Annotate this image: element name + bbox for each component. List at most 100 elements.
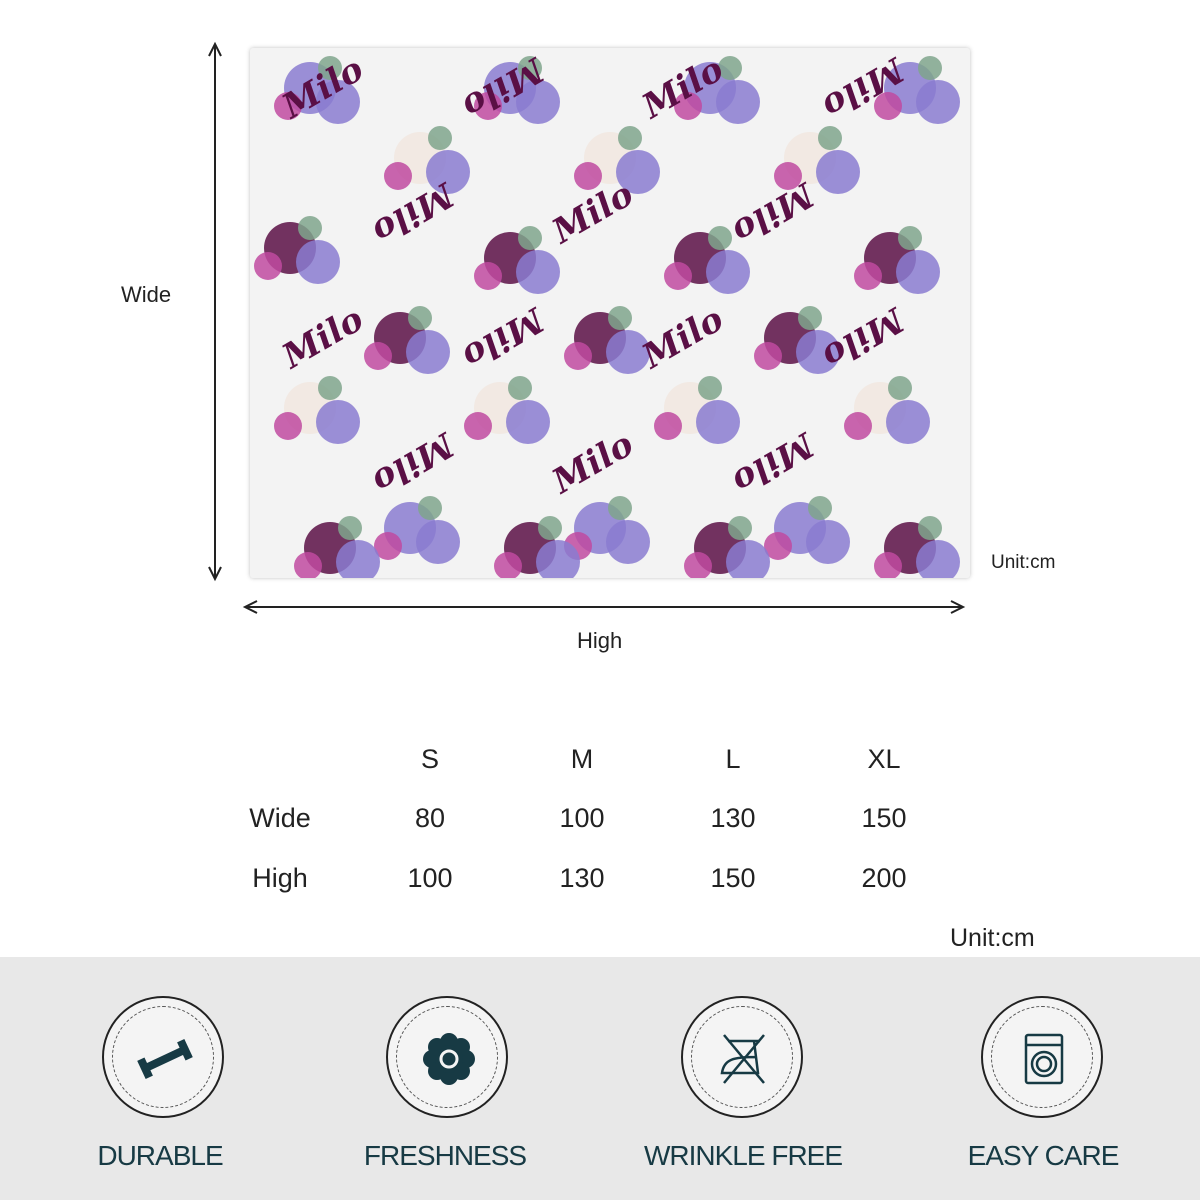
cell: 100	[407, 863, 453, 893]
flower-motif	[608, 496, 632, 520]
flower-motif	[474, 262, 502, 290]
flower-motif	[874, 552, 902, 578]
flower-motif	[616, 150, 660, 194]
feature-durable: DURABLE	[97, 1140, 223, 1171]
milo-text: Milo	[545, 424, 641, 502]
flower-motif	[406, 330, 450, 374]
flower-motif	[798, 306, 822, 330]
washing-machine-icon	[981, 996, 1103, 1118]
flower-motif	[728, 516, 752, 540]
flower-motif	[698, 376, 722, 400]
flower-motif	[364, 342, 392, 370]
flower-motif	[274, 92, 302, 120]
flower-motif	[318, 376, 342, 400]
flower-motif	[674, 92, 702, 120]
flower-motif	[706, 250, 750, 294]
header-l: L	[725, 744, 741, 774]
flower-motif	[918, 56, 942, 80]
flower-motif	[428, 126, 452, 150]
header-xl: XL	[867, 744, 901, 774]
milo-text: Milo	[365, 174, 461, 252]
flower-motif	[518, 226, 542, 250]
flower-motif	[754, 342, 782, 370]
flower-motif	[818, 126, 842, 150]
flower-motif	[708, 226, 732, 250]
flower-motif	[664, 262, 692, 290]
flower-motif	[896, 250, 940, 294]
flower-motif	[384, 162, 412, 190]
vertical-arrow	[208, 41, 222, 582]
flower-motif	[854, 262, 882, 290]
cell: 150	[710, 863, 756, 893]
cell: 130	[559, 863, 605, 893]
flower-motif	[726, 540, 770, 578]
flower-motif	[518, 56, 542, 80]
dumbbell-icon	[102, 996, 224, 1118]
flower-motif	[338, 516, 362, 540]
flower-motif	[888, 376, 912, 400]
row-label: Wide	[249, 803, 311, 833]
table-unit: Unit:cm	[950, 924, 1035, 952]
flower-motif	[418, 496, 442, 520]
flower-motif	[916, 540, 960, 578]
flower-motif	[274, 412, 302, 440]
flower-motif	[336, 540, 380, 578]
milo-text: Milo	[725, 174, 821, 252]
flower-motif	[506, 400, 550, 444]
blanket-image: Milo Milo Milo Milo Milo Milo Milo Milo Milo Milo…	[250, 48, 970, 578]
flower-motif	[916, 80, 960, 124]
flower-motif	[408, 306, 432, 330]
flower-motif	[808, 496, 832, 520]
cell: 200	[861, 863, 907, 893]
flower-motif	[494, 552, 522, 578]
flower-motif	[774, 162, 802, 190]
flower-motif	[294, 552, 322, 578]
flower-motif	[618, 126, 642, 150]
flower-motif	[606, 520, 650, 564]
high-label: High	[577, 628, 623, 653]
cell: 150	[861, 803, 907, 833]
flower-motif	[536, 540, 580, 578]
flower-motif	[608, 306, 632, 330]
flower-motif	[254, 252, 282, 280]
flower-motif	[816, 150, 860, 194]
milo-text: Milo	[815, 299, 911, 377]
flower-motif	[654, 412, 682, 440]
unit-label: Unit:cm	[991, 552, 1056, 573]
flower-motif	[318, 56, 342, 80]
flower-motif	[516, 250, 560, 294]
milo-text: Milo	[365, 424, 461, 502]
header-s: S	[420, 744, 440, 774]
flower-motif	[696, 400, 740, 444]
flower-motif	[844, 412, 872, 440]
cell: 130	[710, 803, 756, 833]
flower-motif	[886, 400, 930, 444]
flower-motif	[606, 330, 650, 374]
flower-motif	[298, 216, 322, 240]
flower-motif	[474, 92, 502, 120]
flower-motif	[918, 516, 942, 540]
flower-motif	[426, 150, 470, 194]
wide-label: Wide	[121, 282, 172, 307]
feature-freshness: FRESHNESS	[363, 1140, 527, 1171]
flower-motif	[564, 342, 592, 370]
header-m: M	[570, 744, 594, 774]
flower-motif	[718, 56, 742, 80]
feature-easy-care: EASY CARE	[967, 1140, 1120, 1171]
milo-text: Milo	[455, 299, 551, 377]
flower-motif	[316, 80, 360, 124]
flower-motif	[874, 92, 902, 120]
flower-motif	[464, 412, 492, 440]
flower-motif	[684, 552, 712, 578]
flower-motif	[898, 226, 922, 250]
flower-motif	[806, 520, 850, 564]
flower-motif	[296, 240, 340, 284]
milo-text: Milo	[635, 299, 731, 377]
feature-wrinkle-free: WRINKLE FREE	[643, 1140, 843, 1171]
row-label: High	[252, 863, 308, 893]
flower-icon	[386, 996, 508, 1118]
cell: 80	[414, 803, 446, 833]
flower-motif	[538, 516, 562, 540]
flower-motif	[316, 400, 360, 444]
flower-motif	[516, 80, 560, 124]
